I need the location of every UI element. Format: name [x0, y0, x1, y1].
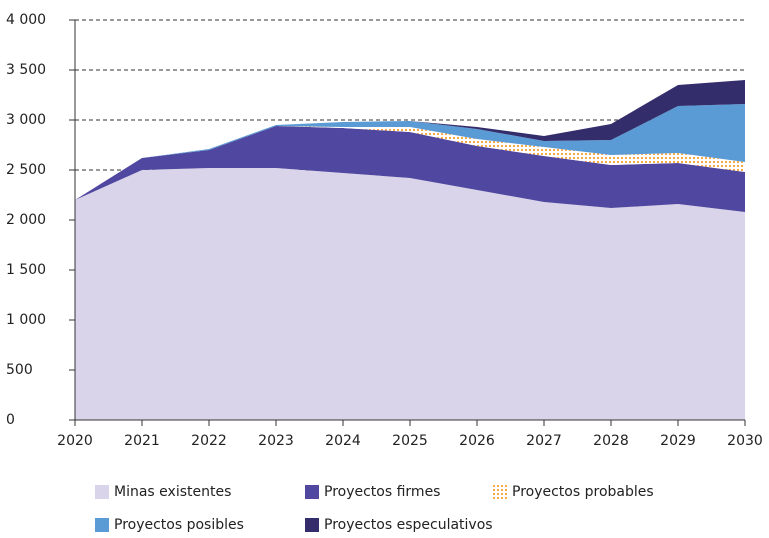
y-tick-label: 0: [6, 412, 15, 428]
legend-swatch: [305, 485, 319, 499]
legend-swatch: [95, 485, 109, 499]
x-tick-label: 2020: [57, 433, 93, 449]
legend-label: Proyectos especulativos: [324, 517, 493, 533]
area: [75, 168, 745, 420]
y-tick-label: 500: [6, 362, 33, 378]
legend-label: Minas existentes: [114, 484, 231, 500]
x-tick-label: 2021: [124, 433, 160, 449]
legend-swatch: [493, 485, 507, 499]
x-tick-label: 2026: [459, 433, 495, 449]
area: [75, 126, 745, 200]
y-tick-label: 2 000: [6, 212, 46, 228]
x-tick-label: 2028: [593, 433, 629, 449]
y-tick-label: 3 000: [6, 112, 46, 128]
y-tick-label: 2 500: [6, 162, 46, 178]
x-tick-label: 2023: [258, 433, 294, 449]
x-tick-label: 2027: [526, 433, 562, 449]
area: [75, 104, 745, 200]
legend-label: Proyectos firmes: [324, 484, 440, 500]
y-tick-label: 1 500: [6, 262, 46, 278]
x-tick-label: 2024: [325, 433, 361, 449]
y-tick-label: 4 000: [6, 12, 46, 28]
y-tick-label: 3 500: [6, 62, 46, 78]
y-tick-label: 1 000: [6, 312, 46, 328]
x-tick-label: 2025: [392, 433, 428, 449]
legend-swatch: [95, 518, 109, 532]
x-tick-label: 2029: [660, 433, 696, 449]
area: [75, 126, 745, 212]
x-tick-label: 2030: [727, 433, 763, 449]
legend-swatch: [305, 518, 319, 532]
legend-label: Proyectos probables: [512, 484, 654, 500]
legend-label: Proyectos posibles: [114, 517, 244, 533]
x-tick-label: 2022: [191, 433, 227, 449]
area: [75, 80, 745, 200]
